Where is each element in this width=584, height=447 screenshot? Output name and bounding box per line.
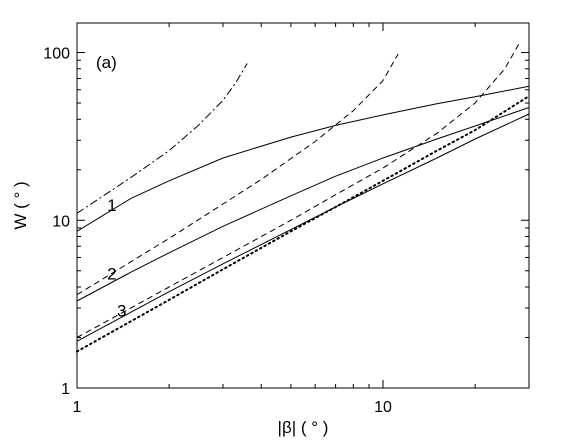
curves-layer [76,42,530,353]
plot-frame [76,22,530,389]
series-line-4 [76,53,399,296]
series-line-2 [76,63,248,214]
series-line-7 [76,95,530,353]
series-line-3 [76,107,530,302]
y-tick-label: 100 [43,46,70,63]
labels-layer: 1 10 1 10 100 1 23 [43,46,392,416]
panel-label: (a) [96,53,117,72]
x-tick-label: 10 [374,399,392,416]
curve-label-2: 2 [107,265,116,284]
series-line-1 [76,85,530,232]
curve-label-1: 1 [107,196,116,215]
y-tick-label: 1 [61,381,70,398]
x-tick-label: 1 [73,399,82,416]
y-tick-label: 10 [52,213,70,230]
ticks-layer [77,23,530,388]
series-line-6 [76,42,521,338]
x-axis-label: |β| ( ° ) [278,418,329,437]
series-line-5 [76,113,530,342]
curve-label-3: 3 [117,301,126,320]
y-axis-label: W ( ° ) [11,181,30,229]
